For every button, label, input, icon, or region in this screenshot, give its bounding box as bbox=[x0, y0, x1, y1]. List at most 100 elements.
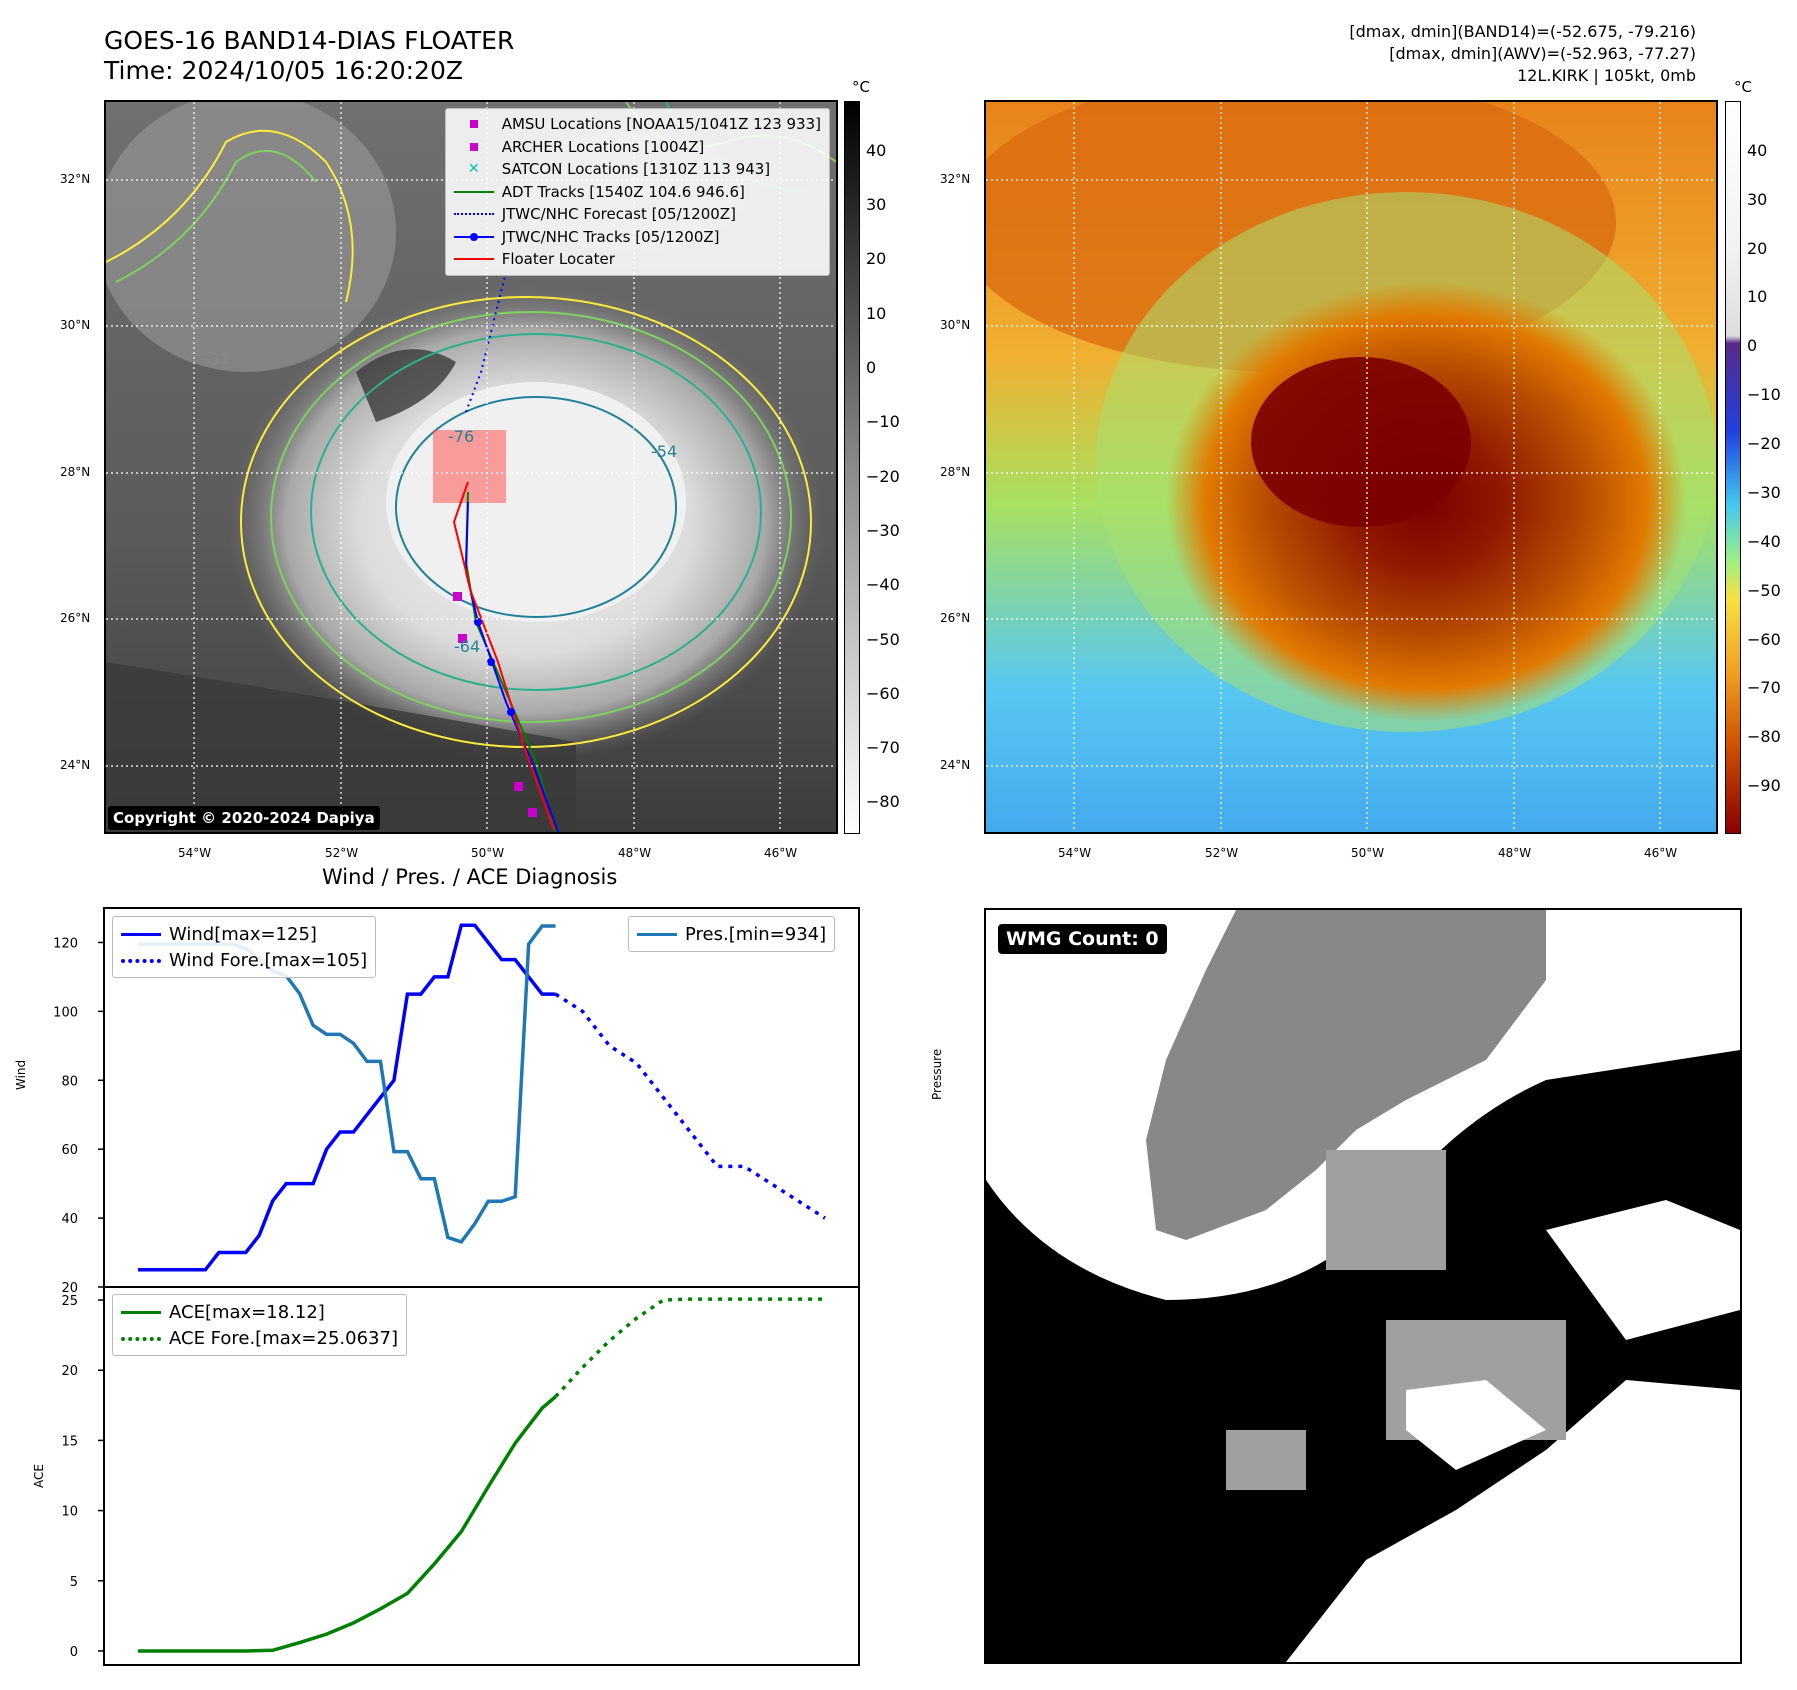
wind-ytick-label: 20 bbox=[61, 1281, 78, 1296]
lat-label: 28°N bbox=[940, 465, 971, 479]
blue-dotted-line-icon bbox=[453, 207, 494, 221]
lat-label: 26°N bbox=[60, 611, 91, 625]
colorbar-tick-label: −50 bbox=[866, 629, 900, 649]
figure-title: GOES-16 BAND14-DIAS FLOATER bbox=[104, 26, 515, 55]
colorbar-tick-label: −20 bbox=[1747, 434, 1781, 454]
ace-ytick-label: 15 bbox=[61, 1434, 78, 1449]
legend-item: ACE Fore.[max=25.0637] bbox=[121, 1325, 398, 1351]
legend-item: Pres.[min=934] bbox=[637, 921, 826, 947]
storm-info: 12L.KIRK | 105kt, 0mb bbox=[1517, 66, 1696, 85]
ace-ytick-label: 0 bbox=[70, 1645, 78, 1660]
colorbar-tick-label: −30 bbox=[866, 520, 900, 540]
lon-label: 46°W bbox=[1644, 846, 1678, 860]
colorbar-tick-label: 10 bbox=[1747, 287, 1768, 307]
colorbar-tick-label: −50 bbox=[1747, 580, 1781, 600]
lat-label: 30°N bbox=[940, 318, 971, 332]
ace-line-icon bbox=[121, 1305, 161, 1319]
ace-ytick-label: 25 bbox=[61, 1294, 78, 1309]
colorbar-tick-label: 40 bbox=[866, 140, 887, 160]
lat-label: 32°N bbox=[940, 172, 971, 186]
lon-label: 54°W bbox=[178, 846, 212, 860]
colorbar-tick-label: −40 bbox=[1747, 531, 1781, 551]
wind-ytick-label: 60 bbox=[61, 1143, 78, 1158]
colorbar-tick-label: −70 bbox=[866, 738, 900, 758]
colorbar-tick-label: 0 bbox=[1747, 336, 1758, 356]
series-line-1 bbox=[554, 992, 826, 1220]
colorbar-tick-label: 20 bbox=[1747, 238, 1768, 258]
legend-item: JTWC/NHC Forecast [05/1200Z] bbox=[453, 203, 821, 226]
ace-ylabel: ACE bbox=[32, 1464, 46, 1488]
wind-ytick-label: 80 bbox=[61, 1074, 78, 1089]
colorbar-tick-label: −60 bbox=[866, 683, 900, 703]
legend-item: ADT Tracks [1540Z 104.6 946.6] bbox=[453, 181, 821, 204]
contour-label: -76 bbox=[448, 427, 474, 446]
colorbar-tick-label: 30 bbox=[866, 195, 887, 215]
contour-label: -54 bbox=[651, 442, 677, 461]
wind-ylabel: Wind bbox=[14, 1059, 28, 1090]
legend-item: Floater Locater bbox=[453, 248, 821, 271]
ace-series bbox=[138, 1297, 825, 1653]
colorbar-tick-label: −30 bbox=[1747, 482, 1781, 502]
colorbar-tick-label: −20 bbox=[866, 466, 900, 486]
lat-label: 28°N bbox=[60, 465, 91, 479]
lat-label: 24°N bbox=[60, 758, 91, 772]
dias-colorbar-unit: °C bbox=[1734, 78, 1752, 96]
lat-label: 26°N bbox=[940, 611, 971, 625]
ace-series-line-0 bbox=[138, 1395, 557, 1653]
ace-ytick-label: 5 bbox=[70, 1575, 78, 1590]
cyan-x-icon: ✕ bbox=[467, 161, 480, 178]
colorbar-tick-label: −40 bbox=[866, 575, 900, 595]
lon-label: 46°W bbox=[764, 846, 798, 860]
lon-label: 48°W bbox=[1498, 846, 1532, 860]
wind-ytick-label: 100 bbox=[53, 1005, 78, 1020]
wind-forecast-line-icon bbox=[121, 953, 161, 967]
colorbar-tick-label: 40 bbox=[1747, 140, 1768, 160]
pressure-line-icon bbox=[637, 927, 677, 941]
ace-axis: 25 20 15 10 5 0 bbox=[61, 1294, 104, 1660]
diagnosis-title: Wind / Pres. / ACE Diagnosis bbox=[322, 865, 618, 889]
dias-colorbar bbox=[1725, 101, 1741, 834]
lat-label: 24°N bbox=[940, 758, 971, 772]
colorbar-tick-label: −60 bbox=[1747, 629, 1781, 649]
floater-box bbox=[433, 430, 506, 503]
jtwc-forecast-track bbox=[465, 271, 507, 413]
lat-label: 32°N bbox=[60, 172, 91, 186]
ace-ytick-label: 10 bbox=[61, 1505, 78, 1520]
legend-item: Wind[max=125] bbox=[121, 921, 367, 947]
blue-line-dots-icon bbox=[453, 230, 494, 244]
figure-time: Time: 2024/10/05 16:20:20Z bbox=[104, 56, 463, 85]
ace-legend: ACE[max=18.12] ACE Fore.[max=25.0637] bbox=[112, 1294, 407, 1356]
lon-label: 48°W bbox=[618, 846, 652, 860]
legend-item: Wind Fore.[max=105] bbox=[121, 947, 367, 973]
ace-chart: 25 20 15 10 5 0 bbox=[61, 1286, 860, 1666]
dmax-band14: [dmax, dmin](BAND14)=(-52.675, -79.216) bbox=[1349, 22, 1696, 41]
dmax-awv: [dmax, dmin](AWV)=(-52.963, -77.27) bbox=[1389, 44, 1696, 63]
ir-legend: AMSU Locations [NOAA15/1041Z 123 933] AR… bbox=[444, 108, 830, 276]
red-line-icon bbox=[453, 252, 494, 266]
ir-colorbar-unit: °C bbox=[852, 78, 870, 96]
colorbar-tick-label: −70 bbox=[1747, 678, 1781, 698]
wind-line-icon bbox=[121, 927, 161, 941]
legend-item: AMSU Locations [NOAA15/1041Z 123 933] bbox=[454, 113, 821, 136]
colorbar-tick-label: 0 bbox=[866, 358, 877, 378]
colorbar-tick-label: −10 bbox=[866, 412, 900, 432]
colorbar-tick-label: −10 bbox=[1747, 385, 1781, 405]
wmg-image bbox=[986, 910, 1740, 1662]
floater-locator-track bbox=[452, 481, 555, 831]
green-line-icon bbox=[453, 185, 494, 199]
lon-label: 50°W bbox=[1351, 846, 1385, 860]
lon-label: 50°W bbox=[471, 846, 505, 860]
pressure-ylabel: Pressure bbox=[930, 1048, 944, 1100]
copyright-badge: Copyright © 2020-2024 Dapiya bbox=[108, 806, 380, 830]
lon-label: 52°W bbox=[1205, 846, 1239, 860]
pressure-legend: Pres.[min=934] bbox=[628, 916, 836, 952]
colorbar-tick-label: −80 bbox=[866, 792, 900, 812]
colorbar-tick-label: 10 bbox=[866, 303, 887, 323]
series-line-0 bbox=[138, 923, 556, 1272]
contour-label: -64 bbox=[454, 637, 480, 656]
wmg-panel: WMG Count: 0 bbox=[984, 908, 1742, 1664]
colorbar-tick-label: −80 bbox=[1747, 727, 1781, 747]
wind-ytick-label: 40 bbox=[61, 1212, 78, 1227]
lat-label: 30°N bbox=[60, 318, 91, 332]
dias-image-panel bbox=[984, 100, 1718, 834]
